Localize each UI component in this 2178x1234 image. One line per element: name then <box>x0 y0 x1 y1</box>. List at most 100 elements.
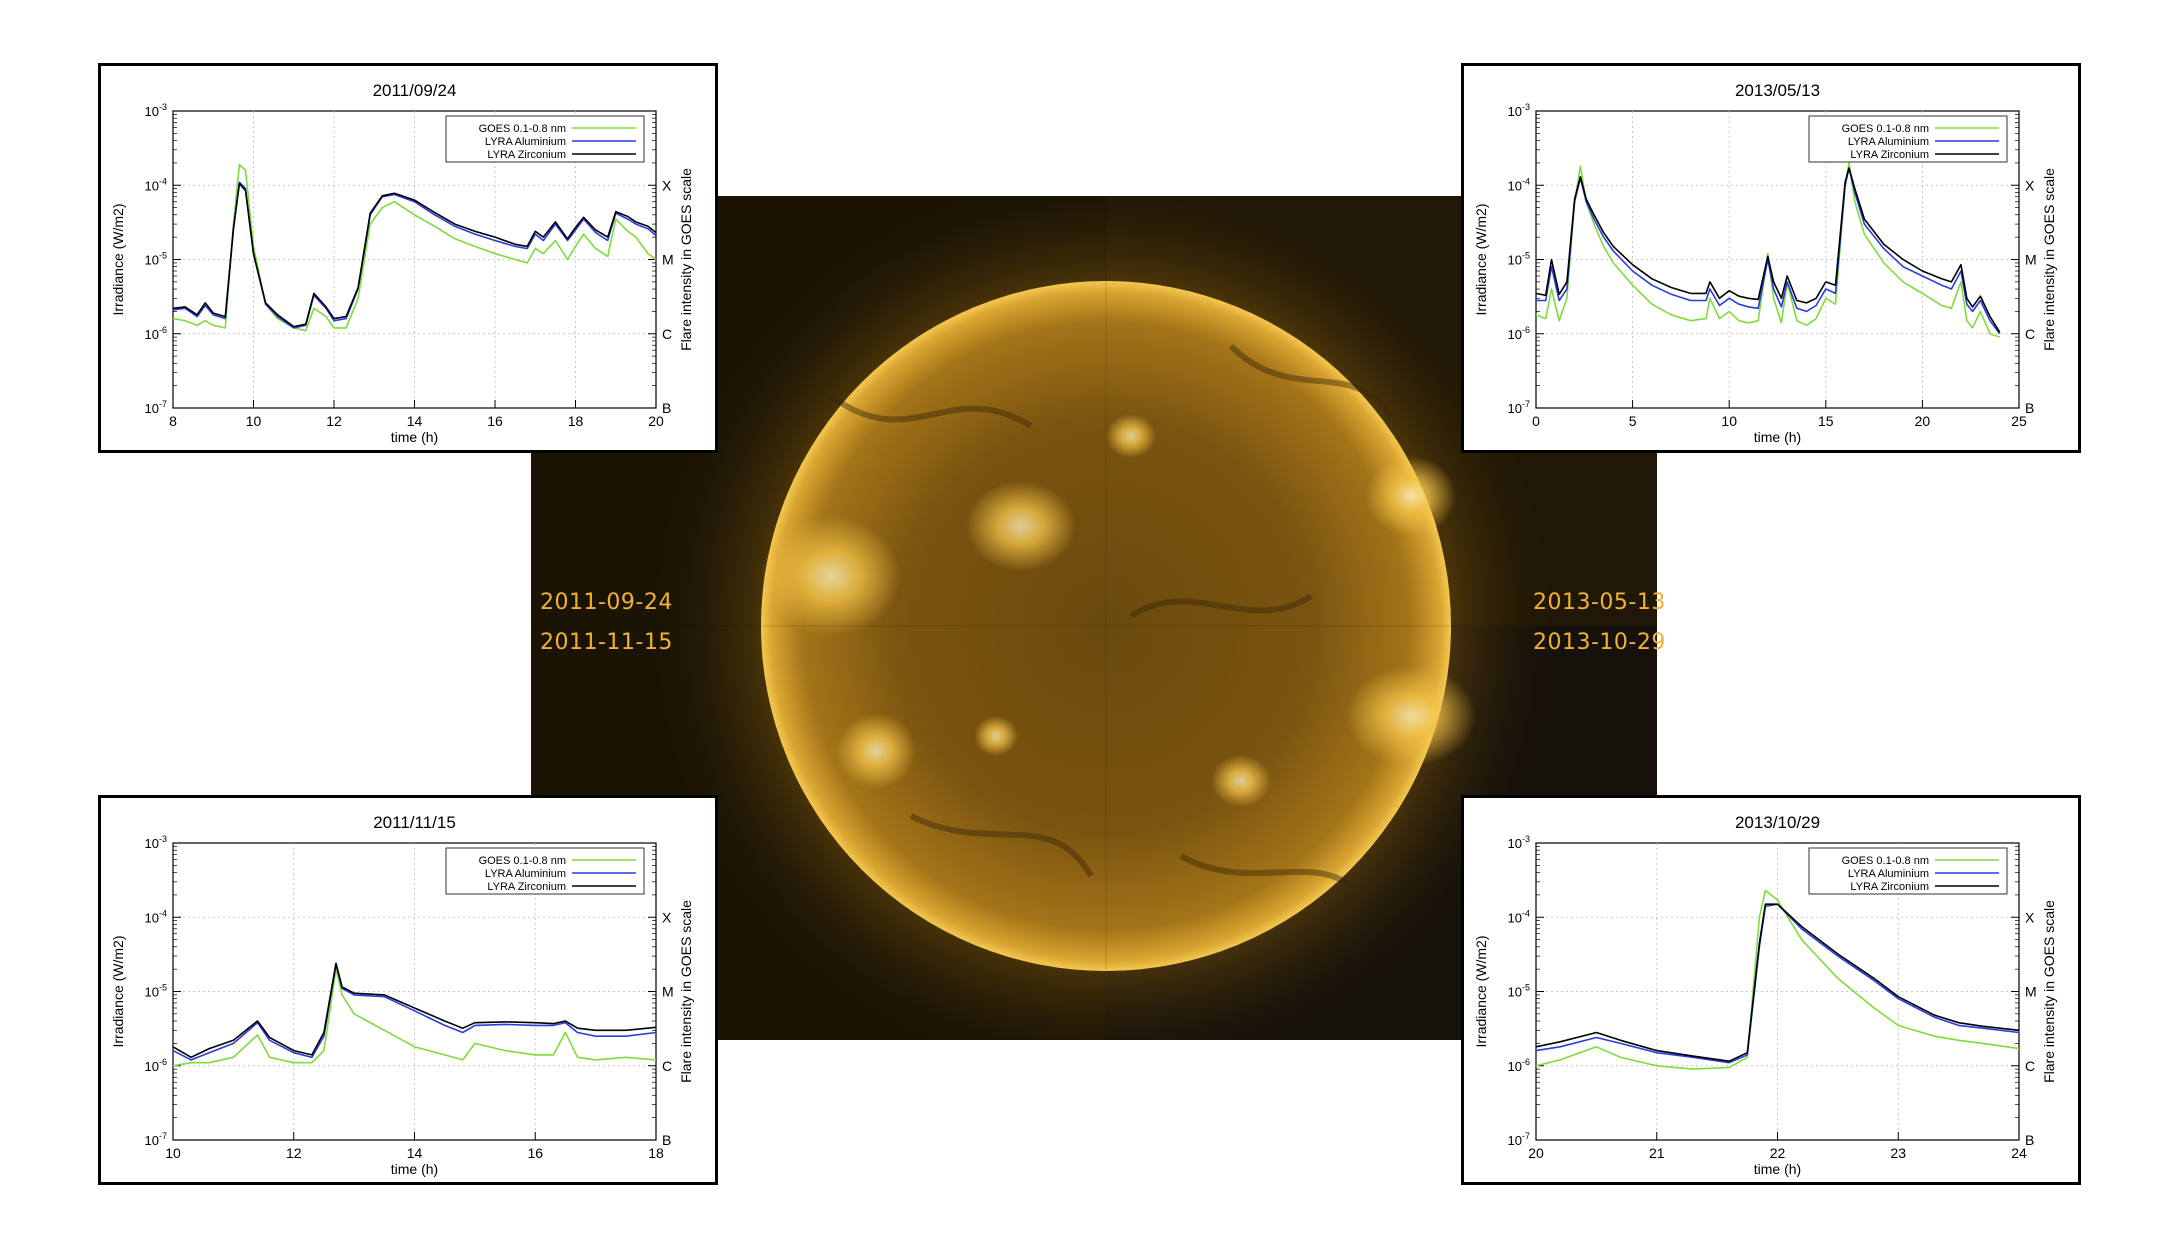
x-tick-label: 20 <box>648 413 664 429</box>
goes-class-label: C <box>2025 1058 2035 1074</box>
series-line-zirconium <box>1535 167 2001 333</box>
sun-label-bottom-left: 2011-11-15 <box>540 630 673 655</box>
legend-label: LYRA Zirconium <box>487 149 566 161</box>
x-tick-label: 10 <box>1721 413 1737 429</box>
legend-label: LYRA Zirconium <box>1850 149 1929 161</box>
legend-label: LYRA Aluminium <box>1848 136 1929 148</box>
y-axis-label: Irradiance (W/m2) <box>1473 935 1489 1047</box>
chart-svg: 2013/05/13 10-7 10-6 10-5 10-4 10-3 0 5 10 15 20 25… <box>1473 81 2057 445</box>
y2-axis-label: Flare intensity in GOES scale <box>2041 900 2057 1083</box>
x-tick-label: 10 <box>246 413 262 429</box>
y-tick-label: 10-5 <box>145 251 167 268</box>
x-tick-label: 23 <box>1890 1145 1906 1161</box>
series-line-zirconium <box>172 962 657 1059</box>
legend-label: GOES 0.1-0.8 nm <box>479 123 566 135</box>
x-tick-label: 18 <box>568 413 584 429</box>
y-tick-label: 10-7 <box>1508 1131 1530 1148</box>
chart-panel-2013-10-29: 2013/10/29 10-7 10-6 10-5 10-4 10-3 20 21 22 23 24… <box>1461 795 2081 1185</box>
x-tick-label: 10 <box>165 1145 181 1161</box>
x-tick-label: 22 <box>1770 1145 1786 1161</box>
x-tick-label: 16 <box>527 1145 543 1161</box>
chart-panel-2011-11-15: 2011/11/15 10-7 10-6 10-5 10-4 10-3 10 12 14 16 18… <box>98 795 718 1185</box>
y-axis-label: Irradiance (W/m2) <box>1473 203 1489 315</box>
x-tick-label: 25 <box>2011 413 2027 429</box>
x-tick-label: 14 <box>407 1145 423 1161</box>
goes-class-label: C <box>662 326 672 342</box>
x-axis-label: time (h) <box>1754 1161 1801 1177</box>
y-tick-label: 10-7 <box>1508 399 1530 416</box>
x-axis-label: time (h) <box>391 429 438 445</box>
y-tick-label: 10-4 <box>1508 176 1530 193</box>
x-tick-label: 5 <box>1629 413 1637 429</box>
goes-class-label: X <box>2025 177 2035 193</box>
x-tick-label: 16 <box>487 413 503 429</box>
chart-panel-2013-05-13: 2013/05/13 10-7 10-6 10-5 10-4 10-3 0 5 10 15 20 25… <box>1461 63 2081 453</box>
x-tick-label: 21 <box>1649 1145 1665 1161</box>
chart-panel-2011-09-24: 2011/09/24 10-7 10-6 10-5 10-4 10-3 8 10 12 14 16 1… <box>98 63 718 453</box>
chart-title: 2011/09/24 <box>373 81 457 100</box>
y-tick-label: 10-3 <box>1508 102 1530 119</box>
y-tick-label: 10-6 <box>1508 325 1530 342</box>
x-axis-label: time (h) <box>391 1161 438 1177</box>
x-tick-label: 20 <box>1915 413 1931 429</box>
chart-svg: 2011/09/24 10-7 10-6 10-5 10-4 10-3 8 10 12 14 16 1… <box>110 81 694 445</box>
x-tick-label: 15 <box>1818 413 1834 429</box>
chart-svg: 2011/11/15 10-7 10-6 10-5 10-4 10-3 10 12 14 16 18… <box>110 813 694 1177</box>
chart-title: 2011/11/15 <box>373 813 456 832</box>
y2-axis-label: Flare intensity in GOES scale <box>678 900 694 1083</box>
y-tick-label: 10-7 <box>145 1131 167 1148</box>
series-line-goes <box>1535 889 2020 1070</box>
y-tick-label: 10-6 <box>145 1057 167 1074</box>
goes-class-label: B <box>2025 400 2034 416</box>
x-tick-label: 24 <box>2011 1145 2027 1161</box>
y-axis-label: Irradiance (W/m2) <box>110 203 126 315</box>
y-tick-label: 10-6 <box>1508 1057 1530 1074</box>
y-tick-label: 10-5 <box>1508 983 1530 1000</box>
y-tick-label: 10-5 <box>1508 251 1530 268</box>
series-line-goes <box>172 968 657 1067</box>
x-tick-label: 14 <box>407 413 423 429</box>
y-tick-label: 10-4 <box>145 176 167 193</box>
chart-title: 2013/10/29 <box>1735 813 1820 832</box>
y-tick-label: 10-7 <box>145 399 167 416</box>
x-tick-label: 8 <box>169 413 177 429</box>
goes-class-label: B <box>662 1132 671 1148</box>
goes-class-label: X <box>2025 909 2035 925</box>
legend-label: GOES 0.1-0.8 nm <box>479 855 566 867</box>
series-line-goes <box>1535 162 2000 338</box>
goes-class-label: X <box>662 909 672 925</box>
sun-label-top-right: 2013-05-13 <box>1533 590 1666 615</box>
x-axis-label: time (h) <box>1754 429 1801 445</box>
chart-svg: 2013/10/29 10-7 10-6 10-5 10-4 10-3 20 21 22 23 24… <box>1473 813 2057 1177</box>
goes-class-label: M <box>662 984 674 1000</box>
sun-label-bottom-right: 2013-10-29 <box>1533 630 1666 655</box>
goes-class-label: X <box>662 177 672 193</box>
legend-label: LYRA Aluminium <box>485 136 566 148</box>
x-tick-label: 18 <box>648 1145 664 1161</box>
y-tick-label: 10-4 <box>145 908 167 925</box>
legend-label: LYRA Zirconium <box>487 881 566 893</box>
goes-class-label: B <box>2025 1132 2034 1148</box>
goes-class-label: M <box>2025 252 2037 268</box>
y-tick-label: 10-3 <box>1508 834 1530 851</box>
x-tick-label: 20 <box>1528 1145 1544 1161</box>
x-tick-label: 12 <box>326 413 342 429</box>
x-tick-label: 0 <box>1532 413 1540 429</box>
y-tick-label: 10-5 <box>145 983 167 1000</box>
goes-class-label: C <box>662 1058 672 1074</box>
goes-class-label: B <box>662 400 671 416</box>
y-tick-label: 10-4 <box>1508 908 1530 925</box>
series-line-aluminium <box>1536 167 2001 335</box>
goes-class-label: M <box>662 252 674 268</box>
x-tick-label: 12 <box>286 1145 302 1161</box>
series-line-zirconium <box>1535 903 2020 1063</box>
series-line-aluminium <box>172 963 657 1061</box>
y-axis-label: Irradiance (W/m2) <box>110 935 126 1047</box>
series-line-zirconium <box>172 182 657 328</box>
y-tick-label: 10-6 <box>145 325 167 342</box>
goes-class-label: C <box>2025 326 2035 342</box>
goes-class-label: M <box>2025 984 2037 1000</box>
sun-label-top-left: 2011-09-24 <box>540 590 673 615</box>
series-line-goes <box>172 163 657 332</box>
y2-axis-label: Flare intensity in GOES scale <box>678 168 694 351</box>
